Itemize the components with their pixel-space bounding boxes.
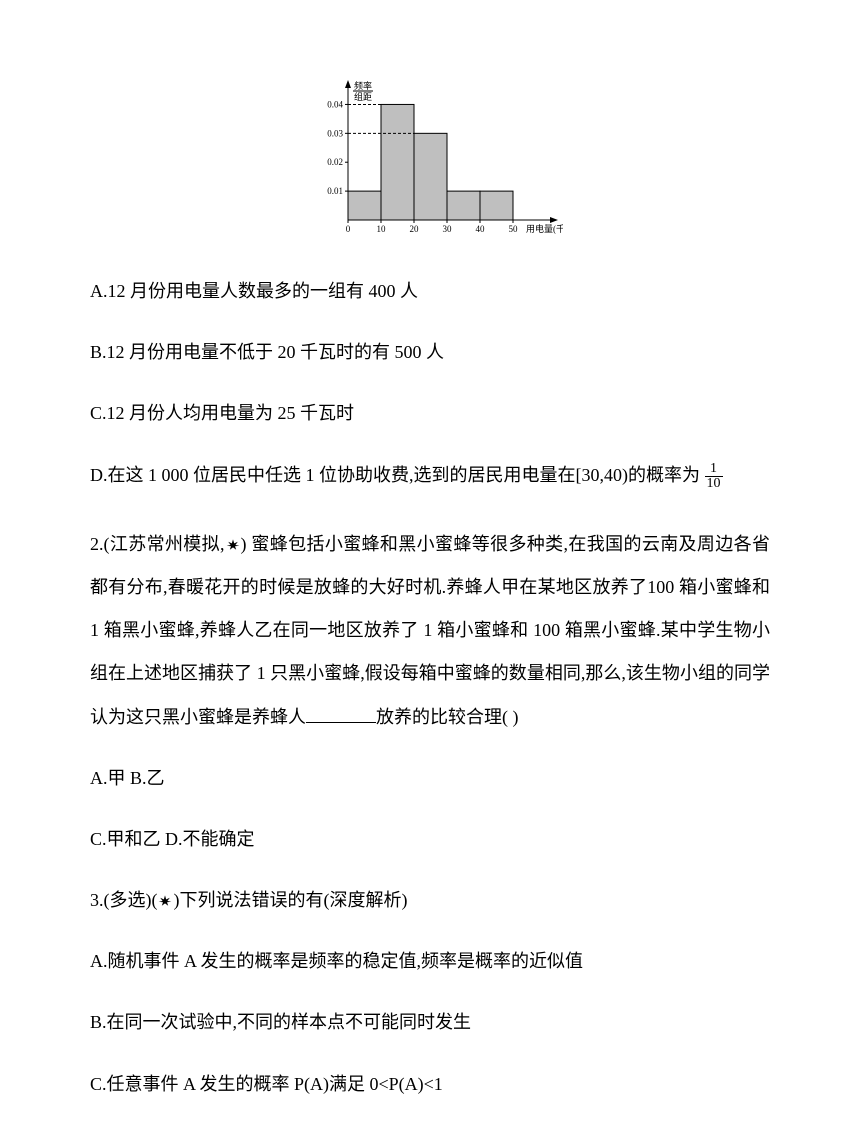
histogram-chart: 0.01 0.02 0.03 0.04 0 10 20 30 40 50 频率组距用电量(千瓦时) <box>298 70 563 240</box>
q2-suffix: 放养的比较合理( ) <box>376 707 519 727</box>
option-d-fraction: 1 10 <box>705 462 723 491</box>
svg-text:50: 50 <box>508 224 518 234</box>
option-d-text: D.在这 1 000 位居民中任选 1 位协助收费,选到的居民用电量在[30,4… <box>90 465 700 485</box>
svg-text:0.03: 0.03 <box>327 128 343 138</box>
svg-text:10: 10 <box>376 224 386 234</box>
svg-text:0.01: 0.01 <box>327 186 343 196</box>
star-icon <box>157 895 173 907</box>
q2-choices-row1: A.甲 B.乙 <box>90 757 770 800</box>
svg-text:用电量(千瓦时): 用电量(千瓦时) <box>526 223 563 234</box>
q3-option-c: C.任意事件 A 发生的概率 P(A)满足 0<P(A)<1 <box>90 1063 770 1106</box>
q2-choices-row2: C.甲和乙 D.不能确定 <box>90 818 770 861</box>
svg-text:组距: 组距 <box>354 91 372 102</box>
svg-text:20: 20 <box>409 224 419 234</box>
option-d: D.在这 1 000 位居民中任选 1 位协助收费,选到的居民用电量在[30,4… <box>90 454 770 497</box>
svg-text:40: 40 <box>475 224 485 234</box>
q2-text: 2.(江苏常州模拟,) 蜜蜂包括小蜜蜂和黑小蜜蜂等很多种类,在我国的云南及周边各… <box>90 534 770 727</box>
fraction-denominator: 10 <box>705 477 723 491</box>
fill-blank <box>306 705 376 723</box>
fraction-numerator: 1 <box>705 462 723 477</box>
star-icon <box>225 539 241 551</box>
q3-option-a: A.随机事件 A 发生的概率是频率的稳定值,频率是概率的近似值 <box>90 940 770 983</box>
question-3-stem: 3.(多选)()下列说法错误的有(深度解析) <box>90 879 770 922</box>
question-2-stem: 2.(江苏常州模拟,) 蜜蜂包括小蜜蜂和黑小蜜蜂等很多种类,在我国的云南及周边各… <box>90 523 770 739</box>
svg-text:0.04: 0.04 <box>327 99 343 109</box>
svg-text:频率: 频率 <box>354 80 372 91</box>
svg-text:0: 0 <box>345 224 350 234</box>
option-b: B.12 月份用电量不低于 20 千瓦时的有 500 人 <box>90 331 770 374</box>
option-a: A.12 月份用电量人数最多的一组有 400 人 <box>90 270 770 313</box>
svg-text:0.02: 0.02 <box>327 157 343 167</box>
option-c: C.12 月份人均用电量为 25 千瓦时 <box>90 392 770 435</box>
q3-option-b: B.在同一次试验中,不同的样本点不可能同时发生 <box>90 1001 770 1044</box>
svg-text:30: 30 <box>442 224 452 234</box>
